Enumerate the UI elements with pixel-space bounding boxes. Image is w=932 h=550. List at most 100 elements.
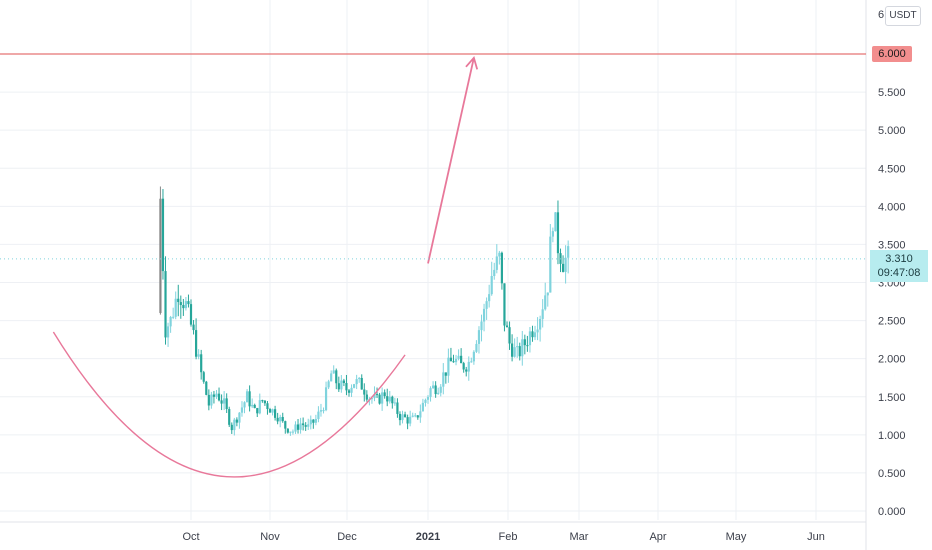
x-tick-label: Dec <box>337 531 357 543</box>
last-price-label: 3.310 09:47:08 <box>870 250 928 282</box>
candle-body <box>541 309 544 319</box>
candle-body <box>302 423 305 426</box>
candle-body <box>460 355 463 364</box>
candle-body <box>510 343 514 357</box>
candle-body <box>378 394 381 404</box>
candle-body <box>381 392 384 404</box>
candle-body <box>421 402 425 412</box>
candle-body <box>276 417 279 422</box>
x-tick-label: Mar <box>570 531 589 543</box>
candle-body <box>424 399 427 403</box>
x-tick-label: May <box>726 531 747 543</box>
candle-body <box>516 346 519 348</box>
candle-body <box>304 425 307 427</box>
candle-body <box>414 415 417 417</box>
candle-body <box>437 392 440 395</box>
candle-body <box>454 358 458 363</box>
y-tick-label: 4.500 <box>878 163 906 175</box>
currency-selector[interactable]: USDT <box>885 6 921 26</box>
trend-arrow-head <box>465 55 479 70</box>
candle-body <box>273 409 277 418</box>
y-tick-label: 5.500 <box>878 87 906 99</box>
candle-body <box>467 361 470 372</box>
candle-body <box>284 421 287 429</box>
candle-body <box>358 377 361 380</box>
candle-body <box>398 413 402 421</box>
candle-body <box>291 431 295 433</box>
candle-body <box>447 357 450 376</box>
candle-body <box>518 346 521 357</box>
candle-body <box>245 391 249 403</box>
y-tick-label: 1.000 <box>878 430 906 442</box>
candle-body <box>498 252 501 257</box>
candle-body <box>243 402 246 408</box>
candle-body <box>184 301 188 309</box>
candle-body <box>503 283 506 326</box>
candle-body <box>212 394 216 397</box>
candle-body <box>286 428 289 433</box>
candle-body <box>495 256 498 270</box>
candle-body <box>355 379 358 385</box>
candle-body <box>375 394 379 396</box>
candle-body <box>350 387 353 393</box>
candle-body <box>365 394 368 400</box>
candle-body <box>457 355 460 359</box>
candle-body <box>233 419 236 431</box>
y-tick-label: 2.000 <box>878 354 906 366</box>
candle-body <box>182 305 185 309</box>
candle-body <box>330 373 333 382</box>
candle-body <box>508 327 511 344</box>
x-tick-label: 2021 <box>416 531 440 543</box>
last-price-value: 3.310 <box>885 253 913 265</box>
candle-body <box>403 414 407 418</box>
candle-body <box>352 384 356 388</box>
candle-body <box>564 257 567 272</box>
candle-body <box>179 302 182 306</box>
candle-body <box>567 246 570 258</box>
candle-body <box>426 396 430 400</box>
candle-body <box>533 332 537 338</box>
candle-body <box>531 331 534 338</box>
candle-body <box>309 419 312 425</box>
candle-body <box>539 318 542 330</box>
candle-body <box>307 424 310 427</box>
candle-body <box>200 354 203 373</box>
candle-body <box>416 415 419 418</box>
candle-body <box>526 345 529 347</box>
candle-body <box>406 417 409 424</box>
candle-body <box>223 398 226 404</box>
candle-body <box>536 329 539 333</box>
trend-arrow-line <box>427 57 475 264</box>
y-tick-label: 2.500 <box>878 316 906 328</box>
candle-body <box>187 301 190 305</box>
candle-body <box>164 271 167 338</box>
candle-body <box>480 321 483 331</box>
candle-body <box>490 276 493 295</box>
candle-body <box>401 414 404 421</box>
currency-peek-label: 6 <box>878 9 885 21</box>
candle-body <box>383 392 386 397</box>
candle-body <box>296 424 300 430</box>
candle-body <box>429 388 432 397</box>
candle-body <box>256 408 259 414</box>
candle-body <box>482 308 486 322</box>
bar-countdown: 09:47:08 <box>877 267 921 279</box>
y-tick-label: 0.500 <box>878 468 906 480</box>
candle-body <box>312 419 315 423</box>
candle-body <box>434 385 437 395</box>
cup-curve-drawing <box>52 331 406 478</box>
candle-body <box>528 331 532 346</box>
candle-body <box>370 398 374 400</box>
candle-body <box>271 409 274 413</box>
candle-body <box>281 416 284 422</box>
candle-body <box>161 198 165 272</box>
candle-body <box>546 292 549 296</box>
candle-body <box>166 326 170 338</box>
candle-body <box>194 330 198 357</box>
candle-body <box>230 424 233 431</box>
candle-body <box>261 400 264 402</box>
candle-body <box>544 295 547 310</box>
candle-body <box>452 361 455 363</box>
candle-body <box>551 231 554 237</box>
